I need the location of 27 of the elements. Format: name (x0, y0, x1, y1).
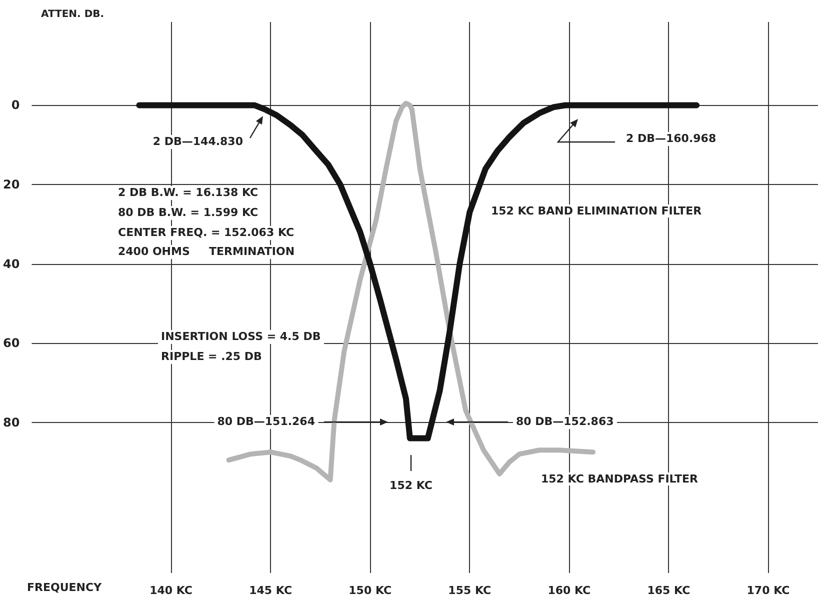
text: 152 KC BANDPASS FILTER (541, 472, 699, 486)
annotation: INSERTION LOSS = 4.5 DB (158, 330, 324, 344)
x-tick-label: 140 KC (150, 584, 192, 596)
y-axis-title: ATTEN. DB. (40, 8, 106, 22)
x-tick-label: 150 KC (348, 584, 392, 596)
series-label: 152 KC BAND ELIMINATION FILTER (491, 204, 702, 218)
y-tick-label: 40 (2, 256, 20, 271)
x-axis-title: FREQUENCY (26, 581, 103, 595)
annotation: 2 DB—160.968 (623, 132, 720, 146)
y-tick-label: 0 (11, 98, 20, 112)
x-tick-label: 165 KC (647, 584, 690, 596)
annotation: 2 DB—144.830 (150, 135, 246, 149)
annotation: 80 DB—152.863 (513, 415, 617, 429)
annotation: 80 DB B.W. = 1.599 KC (115, 206, 262, 220)
annotation: RIPPLE = .25 DB (158, 350, 265, 364)
y-tick-label: 60 (2, 336, 20, 350)
y-tick-label: 80 (2, 415, 20, 430)
annotation: 2400 OHMS TERMINATION (115, 245, 298, 259)
y-tick-label: 20 (2, 178, 20, 192)
annotation: CENTER FREQ. = 152.063 KC (115, 226, 298, 240)
annotation: 80 DB—151.264 (214, 415, 318, 429)
annotation: 152 KC (386, 479, 436, 493)
x-tick-label: 160 KC (548, 584, 591, 596)
x-tick-label: 145 KC (249, 584, 292, 596)
x-tick-label: 155 KC (448, 584, 492, 596)
annotation: 2 DB B.W. = 16.138 KC (115, 186, 262, 200)
x-tick-label: 170 KC (746, 584, 790, 596)
